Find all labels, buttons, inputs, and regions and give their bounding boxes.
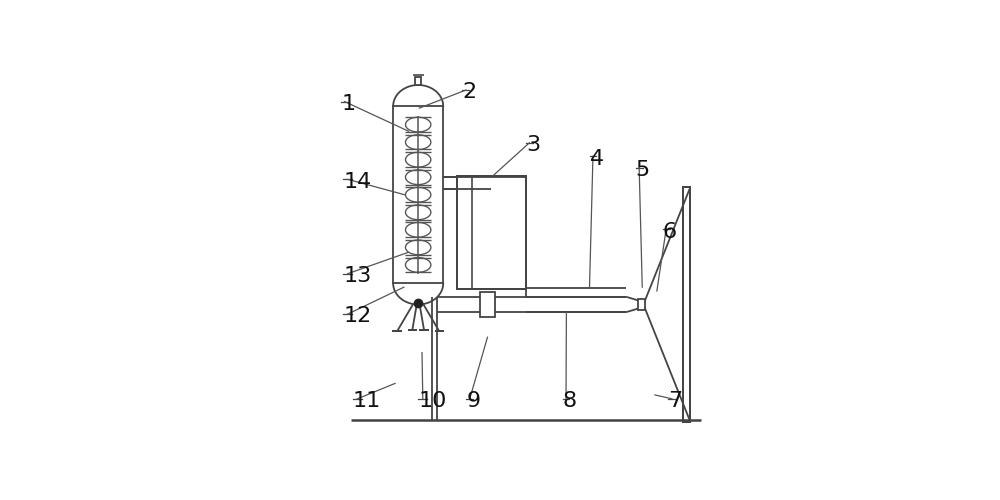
Bar: [457, 176, 526, 289]
Text: 5: 5: [636, 160, 650, 180]
Text: 8: 8: [563, 391, 577, 411]
Text: 13: 13: [343, 266, 371, 286]
Text: 14: 14: [343, 172, 371, 192]
Bar: [683, 187, 690, 422]
Text: 11: 11: [353, 391, 381, 411]
Text: 6: 6: [663, 222, 677, 242]
Text: 1: 1: [341, 94, 355, 114]
Text: 4: 4: [590, 148, 604, 169]
Text: 12: 12: [343, 306, 371, 326]
Bar: [393, 106, 443, 284]
Bar: [638, 299, 645, 310]
Text: 3: 3: [526, 135, 540, 155]
Bar: [415, 76, 421, 85]
Bar: [480, 292, 495, 317]
Text: 10: 10: [418, 391, 447, 411]
Text: 9: 9: [466, 391, 480, 411]
Text: 2: 2: [462, 82, 477, 102]
Text: 7: 7: [668, 391, 683, 411]
